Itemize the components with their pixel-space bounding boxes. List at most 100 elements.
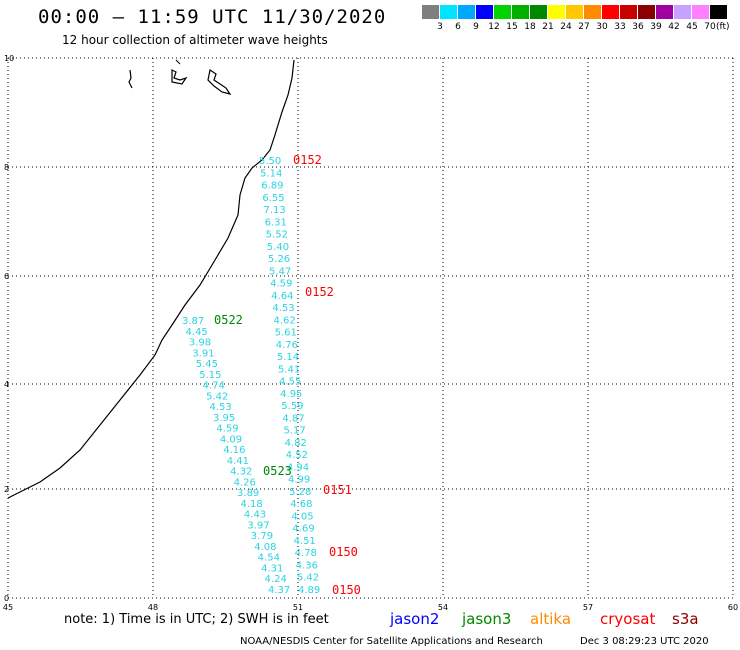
colorbar-label: 15 — [506, 22, 518, 32]
wave-height-value: 4.05 — [291, 511, 313, 522]
credit-text: NOAA/NESDIS Center for Satellite Applica… — [240, 636, 543, 647]
y-tick-label: 2 — [4, 485, 9, 494]
x-tick-label: 48 — [148, 603, 158, 610]
track-east-values: 5.505.146.896.557.136.315.525.405.265.47… — [259, 156, 320, 596]
wave-height-value: 5.47 — [269, 266, 291, 277]
wave-height-value: 5.14 — [260, 168, 282, 179]
wave-height-value: 4.99 — [288, 475, 310, 486]
wave-height-value: 4.51 — [294, 536, 316, 547]
wave-height-value: 4.24 — [265, 574, 287, 585]
page-title: 00:00 — 11:59 UTC 11/30/2020 — [38, 6, 387, 28]
wave-height-value: 4.53 — [272, 303, 294, 314]
x-tick-label: 51 — [293, 603, 303, 610]
x-tick-label: 57 — [583, 603, 593, 610]
wave-height-value: 5.26 — [268, 254, 290, 265]
page-subtitle: 12 hour collection of altimeter wave hei… — [62, 33, 328, 47]
colorbar-label: 70 — [704, 22, 716, 32]
wave-height-value: 4.76 — [276, 340, 298, 351]
wave-height-value: 5.59 — [281, 401, 303, 412]
colorbar-swatch — [692, 5, 709, 19]
coastline — [7, 59, 295, 499]
pass-id-label: 0523 — [263, 464, 292, 478]
wave-height-value: 5.17 — [284, 426, 306, 437]
wave-height-value: 4.52 — [286, 450, 308, 461]
colorbar-swatch — [512, 5, 529, 19]
wave-height-value: 4.62 — [273, 315, 295, 326]
footer-note: note: 1) Time is in UTC; 2) SWH is in fe… — [64, 612, 329, 627]
wave-height-value: 4.78 — [295, 548, 317, 559]
track-west-values: 3.874.453.983.915.455.154.745.424.533.95… — [182, 316, 290, 596]
wave-height-value: 4.31 — [261, 563, 283, 574]
wave-height-value: 4.74 — [203, 381, 225, 392]
wave-height-value: 3.79 — [251, 531, 273, 542]
wave-height-value: 4.64 — [271, 291, 293, 302]
wave-height-value: 4.59 — [270, 279, 292, 290]
island-3 — [207, 69, 232, 95]
wave-height-value: 4.32 — [230, 467, 252, 478]
wave-height-value: 5.28 — [289, 487, 311, 498]
satellite-legend-item: jason3 — [462, 610, 512, 628]
pass-id-label: 0151 — [323, 483, 352, 497]
wave-height-value: 4.55 — [279, 377, 301, 388]
satellite-legend-item: jason2 — [390, 610, 440, 628]
wave-height-value: 4.26 — [234, 477, 256, 488]
satellite-legend-item: cryosat — [600, 610, 656, 628]
colorbar-label: 36 — [632, 22, 644, 32]
wave-height-value: 4.37 — [268, 585, 290, 596]
colorbar-swatch — [530, 5, 547, 19]
wave-height-value: 3.91 — [192, 348, 214, 359]
colorbar-swatch — [584, 5, 601, 19]
wave-height-value: 6.55 — [262, 193, 284, 204]
wave-height-value: 4.09 — [220, 434, 242, 445]
pass-id-label: 0522 — [214, 313, 243, 327]
wave-height-value: 4.69 — [292, 524, 314, 535]
colorbar-label: 3 — [437, 22, 443, 32]
colorbar-swatch — [674, 5, 691, 19]
wave-height-value: 5.14 — [277, 352, 299, 363]
y-tick-label: 4 — [4, 380, 9, 389]
island-2 — [171, 69, 188, 85]
wave-height-value: 4.95 — [280, 389, 302, 400]
colorbar-swatch — [476, 5, 493, 19]
colorbar-label: 45 — [686, 22, 698, 32]
wave-height-value: 4.94 — [287, 462, 309, 473]
wave-height-value: 5.40 — [267, 242, 289, 253]
colorbar-swatch — [494, 5, 511, 19]
x-tick-label: 45 — [3, 603, 13, 610]
wave-height-value: 4.18 — [240, 499, 262, 510]
wave-height-value: 5.61 — [275, 328, 297, 339]
colorbar-swatch — [440, 5, 457, 19]
colorbar-units: (ft) — [716, 22, 730, 32]
satellite-legend-item: altika — [530, 610, 572, 628]
wave-height-value: 3.89 — [237, 488, 259, 499]
wave-height-value: 6.31 — [265, 217, 287, 228]
colorbar-swatch — [566, 5, 583, 19]
coastline-path — [7, 59, 295, 499]
wave-height-value: 5.45 — [196, 359, 218, 370]
wave-height-value: 5.52 — [266, 230, 288, 241]
y-tick-label: 10 — [4, 54, 14, 63]
wave-height-value: 4.89 — [298, 585, 320, 596]
colorbar-swatch — [602, 5, 619, 19]
colorbar-swatch — [548, 5, 565, 19]
colorbar-swatch — [638, 5, 655, 19]
colorbar-swatch — [422, 5, 439, 19]
x-tick-label: 60 — [728, 603, 738, 610]
colorbar-swatch — [710, 5, 727, 19]
pass-labels: 0152 0152 0522 0523 0151 0150 0150 — [214, 153, 361, 597]
wave-height-value: 5.50 — [259, 156, 281, 167]
y-tick-label: 0 — [4, 594, 9, 603]
island-4 — [175, 59, 181, 65]
wave-height-value: 5.42 — [297, 573, 319, 584]
y-tick-label: 8 — [4, 163, 9, 172]
colorbar-label: 6 — [455, 22, 461, 32]
wave-height-value: 4.36 — [296, 560, 318, 571]
colorbar-label: 18 — [524, 22, 536, 32]
axis-ticks: 45 48 51 54 57 60 0 2 4 6 8 10 — [3, 54, 738, 610]
wave-height-value: 4.41 — [227, 456, 249, 467]
pass-id-label: 0150 — [332, 583, 361, 597]
wave-height-value: 4.82 — [285, 438, 307, 449]
colorbar-label: 27 — [578, 22, 590, 32]
colorbar-label: 24 — [560, 22, 572, 32]
